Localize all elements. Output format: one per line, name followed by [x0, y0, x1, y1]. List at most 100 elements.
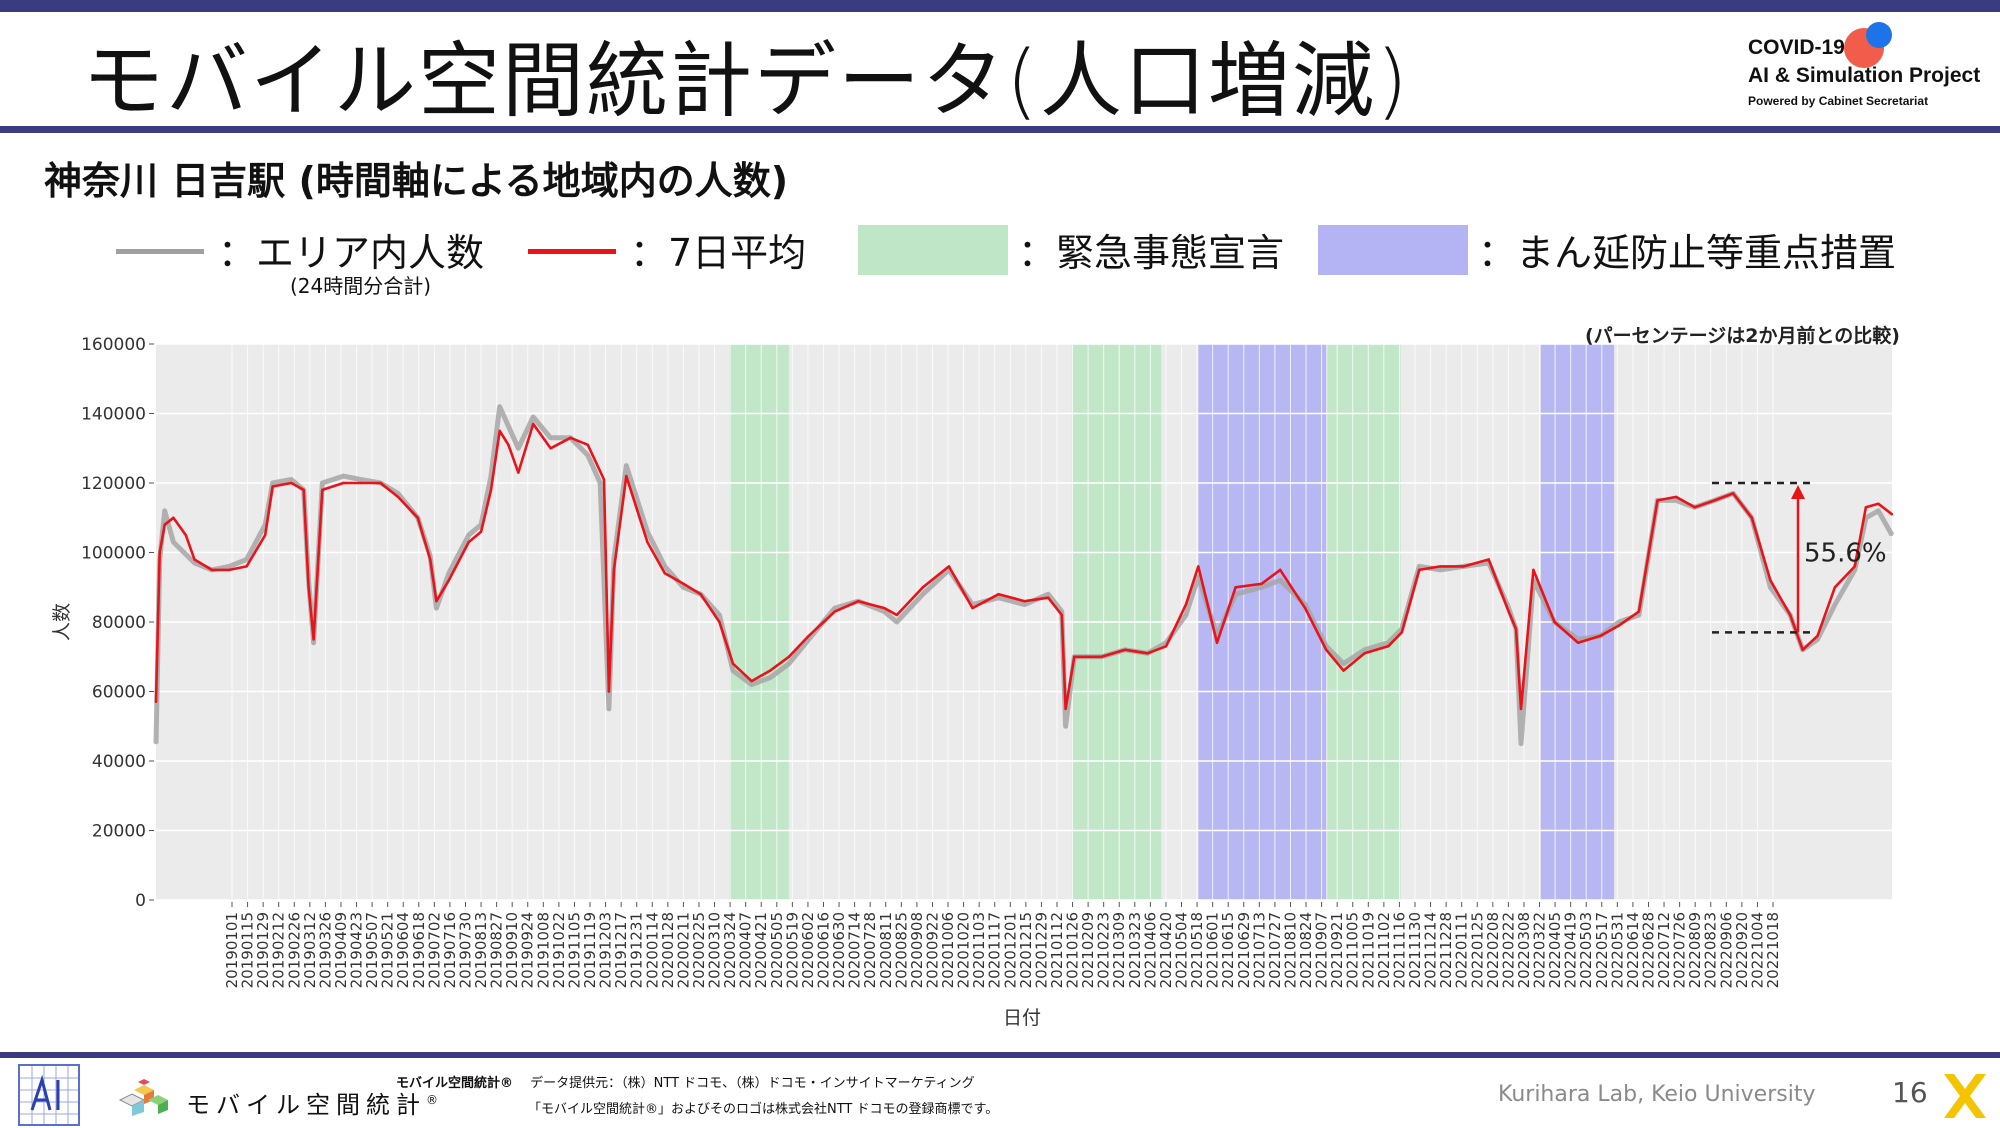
- avg-point: [1146, 652, 1149, 655]
- avg-point: [731, 662, 735, 665]
- x-tick-label: 20190312: [301, 912, 319, 988]
- avg-point: [1060, 613, 1064, 617]
- avg-point: [1260, 582, 1263, 585]
- x-tick-label: 20200310: [706, 912, 724, 988]
- x-tick-label: 20200630: [830, 912, 848, 988]
- daily-point: [155, 742, 157, 745]
- logo-blue-circle: [1866, 22, 1892, 48]
- x-tick-label: 20191217: [612, 912, 630, 988]
- x-tick-label: 20210727: [1266, 912, 1284, 988]
- x-tick-label: 20220726: [1671, 912, 1689, 988]
- x-tick-label: 20210323: [1126, 912, 1144, 988]
- x-tick-label: 20220222: [1499, 912, 1517, 988]
- avg-point: [1853, 565, 1856, 568]
- x-tick-label: 20211130: [1406, 912, 1424, 988]
- x-tick-label: 20210209: [1079, 912, 1097, 988]
- x-tick-label: 20200505: [768, 912, 786, 988]
- y-tick-label: 60000: [92, 683, 146, 703]
- avg-point: [1731, 492, 1735, 495]
- avg-point: [1599, 634, 1602, 638]
- daily-point: [807, 638, 810, 641]
- daily-point: [245, 558, 248, 561]
- avg-point: [1506, 606, 1509, 610]
- avg-point: [1816, 634, 1819, 638]
- avg-point: [210, 568, 214, 572]
- avg-point: [602, 478, 606, 481]
- avg-point: [1553, 620, 1556, 624]
- x-tick-label: 20190129: [254, 912, 272, 988]
- x-tick-label: 20201215: [1017, 912, 1035, 988]
- y-tick-label: 40000: [92, 752, 146, 772]
- x-tick-label: 20220308: [1515, 912, 1533, 988]
- daily-point: [587, 454, 589, 457]
- avg-point: [1046, 596, 1050, 599]
- avg-point: [612, 568, 616, 572]
- avg-point: [1656, 499, 1659, 502]
- x-tick-label: 20220628: [1639, 912, 1657, 988]
- daily-point: [1853, 569, 1856, 571]
- daily-point: [1197, 576, 1200, 578]
- x-tick-label: 20201020: [955, 912, 973, 988]
- avg-point: [895, 613, 899, 617]
- avg-point: [1462, 565, 1466, 568]
- ai-lab-logo: [18, 1064, 80, 1126]
- avg-point: [1514, 627, 1518, 631]
- avg-point: [479, 530, 483, 533]
- legend-manen-swatch: [1318, 225, 1468, 275]
- avg-point: [416, 516, 420, 519]
- avg-point: [245, 565, 248, 568]
- avg-point: [750, 679, 753, 683]
- daily-point: [321, 482, 324, 484]
- x-tick-label: 20220208: [1484, 912, 1502, 988]
- avg-point: [154, 700, 158, 704]
- data-provider-line: モバイル空間統計® データ提供元：（株）NTT ドコモ、（株）ドコモ・インサイト…: [396, 1072, 975, 1091]
- daily-point: [625, 464, 628, 467]
- avg-point: [290, 481, 293, 485]
- avg-point: [1890, 513, 1894, 516]
- x-tick-label: 20190507: [363, 912, 381, 988]
- annotation-arrow-head: [1791, 485, 1805, 499]
- x-tick-label: 20210309: [1110, 912, 1128, 988]
- logo-line-1: COVID-19: [1748, 36, 1845, 59]
- avg-point: [498, 429, 501, 433]
- avg-point: [228, 568, 231, 572]
- y-axis-label: 人数: [51, 603, 73, 641]
- avg-point: [1617, 624, 1621, 627]
- legend-emergency-swatch: [858, 225, 1008, 275]
- x-tick-label: 20190716: [441, 912, 459, 988]
- mobile-logo-label: モバイル空間統計: [186, 1091, 426, 1119]
- avg-point: [1674, 495, 1678, 499]
- top-accent-bar: [0, 0, 2000, 12]
- x-tick-label: 20221004: [1748, 912, 1766, 988]
- footer-divider: [0, 1052, 2000, 1058]
- provider-label: モバイル空間統計®: [396, 1076, 514, 1091]
- y-tick-label: 80000: [92, 613, 146, 633]
- avg-point: [507, 443, 510, 446]
- x-tick-label: 20200421: [752, 912, 770, 988]
- avg-point: [1184, 603, 1188, 606]
- x-tick-label: 20191231: [628, 912, 646, 988]
- avg-point: [997, 593, 1000, 596]
- x-tick-label: 20220125: [1468, 912, 1486, 988]
- avg-point: [184, 533, 187, 537]
- daily-point: [193, 562, 196, 564]
- x-tick-label: 20200908: [908, 912, 926, 988]
- x-tick-label: 20191008: [534, 912, 552, 988]
- daily-point: [1865, 516, 1867, 519]
- avg-point: [625, 474, 628, 478]
- x-tick-label: 20211005: [1344, 912, 1362, 988]
- x-tick-label: 20210713: [1250, 912, 1268, 988]
- x-tick-label: 20210406: [1141, 912, 1159, 988]
- avg-point: [1637, 610, 1641, 613]
- legend-daily-label: ：エリア内人数: [218, 231, 485, 275]
- x-tick-label: 20220823: [1702, 912, 1720, 988]
- daily-point: [1304, 603, 1306, 606]
- daily-point: [342, 475, 345, 477]
- legend-manen-label: ：まん延防止等重点措置: [1478, 231, 1897, 275]
- daily-point: [1891, 534, 1893, 536]
- daily-point: [788, 662, 790, 665]
- avg-point: [699, 593, 702, 596]
- daily-point: [228, 565, 231, 568]
- avg-point: [489, 488, 493, 492]
- x-tick-label: 20200211: [674, 912, 692, 988]
